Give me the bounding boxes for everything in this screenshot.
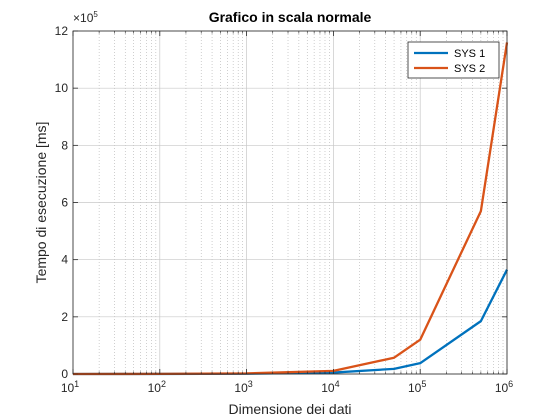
- x-tick-label-exponent: 1: [74, 379, 79, 389]
- x-tick-label: 101: [61, 379, 79, 395]
- y-tick-label: 10: [55, 81, 69, 95]
- x-tick-label: 106: [495, 379, 513, 395]
- y-tick-label: 2: [61, 310, 68, 324]
- chart-title: Grafico in scala normale: [209, 9, 372, 25]
- y-tick-label: 0: [61, 367, 68, 381]
- x-tick-label-exponent: 4: [335, 379, 340, 389]
- axis-ticks: [72, 30, 508, 375]
- y-multiplier-base: 10: [80, 11, 94, 25]
- x-tick-label-exponent: 6: [508, 379, 513, 389]
- x-axis-label: Dimensione dei dati: [229, 401, 352, 417]
- x-tick-label: 105: [408, 379, 426, 395]
- x-tick-label-base: 10: [148, 381, 162, 395]
- x-tick-label: 103: [234, 379, 252, 395]
- x-tick-label: 102: [148, 379, 166, 395]
- x-tick-label-base: 10: [408, 381, 422, 395]
- x-tick-label-exponent: 2: [161, 379, 166, 389]
- y-tick-label: 12: [55, 24, 69, 38]
- legend: SYS 1 SYS 2: [407, 41, 500, 79]
- x-tick-label: 104: [321, 379, 339, 395]
- y-tick-label: 8: [61, 138, 68, 152]
- x-tick-label-base: 10: [321, 381, 335, 395]
- x-tick-label-base: 10: [61, 381, 75, 395]
- y-multiplier-prefix: ×: [73, 11, 80, 25]
- y-axis-label: Tempo di esecuzione [ms]: [33, 122, 49, 284]
- legend-box: [407, 41, 500, 79]
- y-axis-multiplier: ×105: [73, 10, 98, 25]
- legend-label: SYS 2: [454, 63, 485, 75]
- x-tick-label-exponent: 3: [248, 379, 253, 389]
- x-tick-label-base: 10: [495, 381, 509, 395]
- y-multiplier-exponent: 5: [93, 10, 98, 19]
- legend-label: SYS 1: [454, 48, 485, 60]
- y-tick-label: 4: [61, 253, 68, 267]
- y-tick-label: 6: [61, 196, 68, 210]
- x-tick-label-exponent: 5: [421, 379, 426, 389]
- x-tick-label-base: 10: [234, 381, 248, 395]
